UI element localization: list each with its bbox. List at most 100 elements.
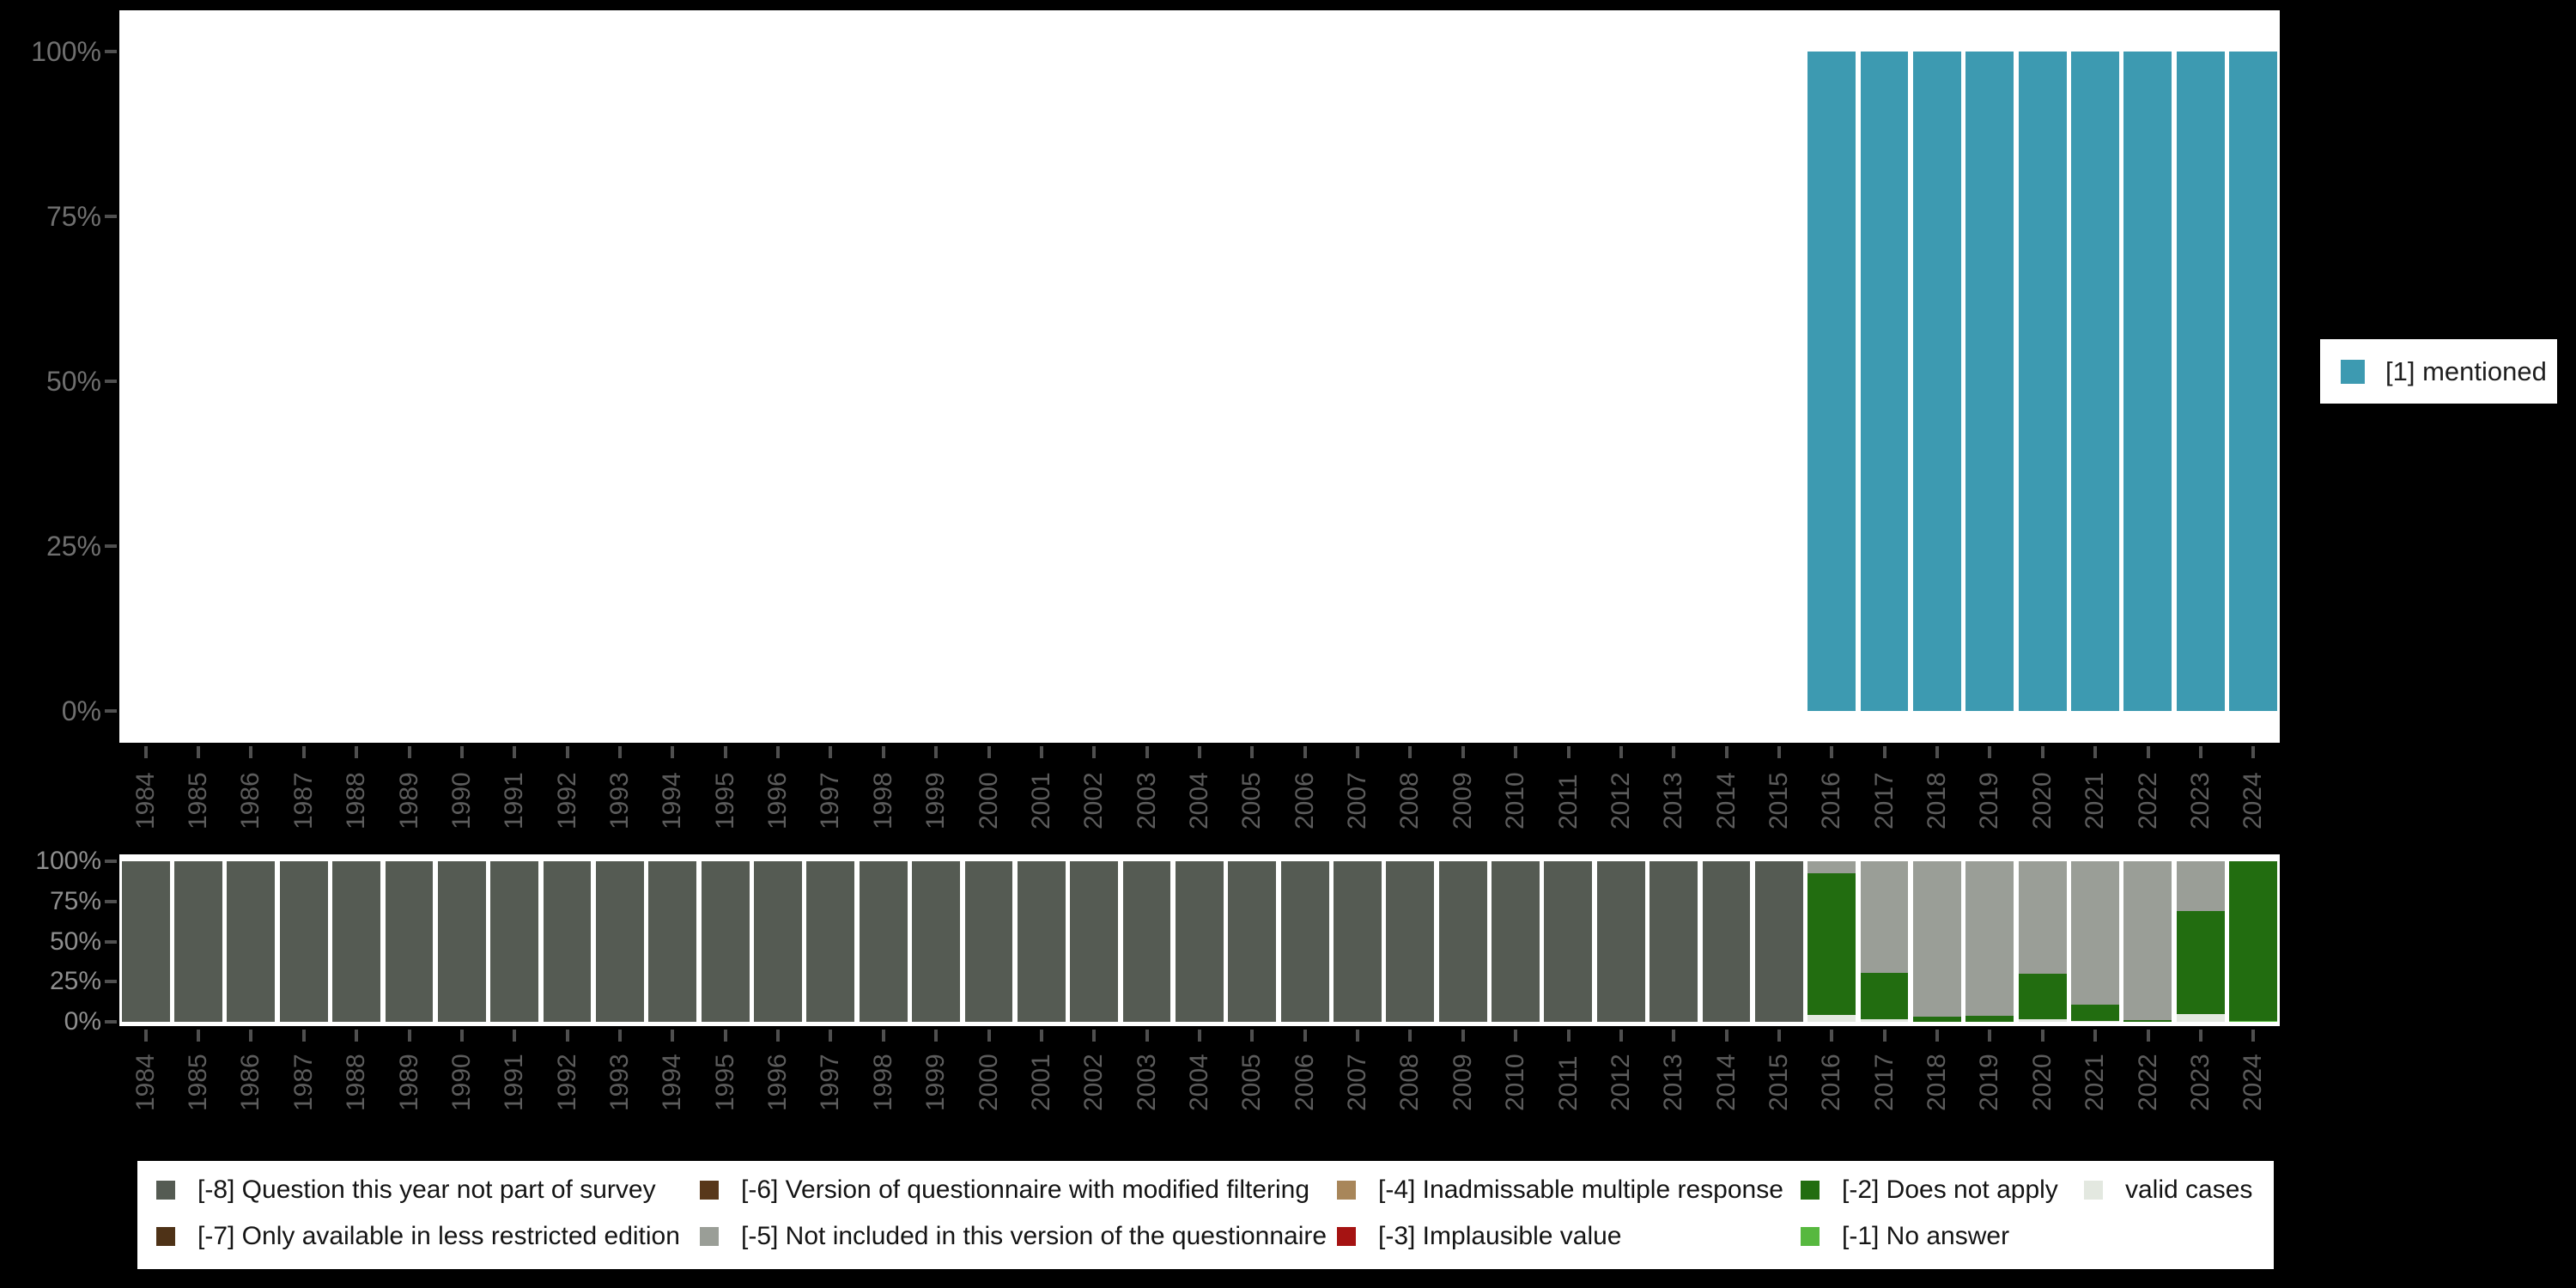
- x-axis-year-label: 2019: [1975, 1054, 2004, 1111]
- year-slot: [541, 861, 593, 1022]
- year-slot: [119, 52, 172, 711]
- bar-segment: [2123, 52, 2172, 711]
- x-axis-tick: [143, 746, 148, 758]
- stacked-bar: [1965, 861, 2014, 1022]
- stacked-bar: [332, 861, 381, 1022]
- bar-segment: [1228, 861, 1277, 1022]
- bar-segment: [1912, 52, 1961, 711]
- x-axis-year-label: 2021: [2081, 772, 2110, 829]
- year-slot: [1489, 52, 1541, 711]
- year-slot: [1015, 52, 1067, 711]
- bar-segment: [1807, 52, 1856, 711]
- legend-item: [-4] Inadmissable multiple response: [1337, 1176, 1783, 1204]
- x-axis-year-label: 1984: [131, 772, 160, 829]
- stacked-bar: [1544, 861, 1593, 1022]
- bar-segment: [754, 861, 802, 1022]
- x-axis-tick: [1145, 746, 1149, 758]
- stacked-bar: [1754, 861, 1803, 1022]
- year-slot: [277, 52, 330, 711]
- bar-segment: [2018, 861, 2067, 974]
- year-slot: [1806, 52, 1858, 711]
- x-axis-tick: [1830, 1030, 1834, 1042]
- bar-segment: [1544, 861, 1593, 1022]
- x-axis-year-label: 2024: [2239, 1054, 2268, 1111]
- x-axis-tick: [459, 1030, 464, 1042]
- x-axis-year-label: 1992: [552, 1054, 581, 1111]
- x-axis-year-label: 1997: [816, 1054, 845, 1111]
- year-slot: [172, 52, 224, 711]
- x-axis-year-label: 1996: [763, 772, 793, 829]
- x-axis-year-label: 1993: [605, 1054, 634, 1111]
- missing-values-chart-plot-area: [119, 854, 2280, 1026]
- year-slot: [1437, 52, 1489, 711]
- bar-segment: [1860, 52, 1909, 711]
- year-slot: [1067, 52, 1120, 711]
- x-axis-tick: [513, 1030, 517, 1042]
- year-slot: [751, 52, 804, 711]
- x-axis-tick: [513, 746, 517, 758]
- y-axis-label: 50%: [49, 927, 101, 956]
- x-axis-year-label: 2007: [1343, 1054, 1372, 1111]
- stacked-bar: [1860, 861, 1909, 1022]
- x-axis-tick: [1408, 746, 1413, 758]
- x-axis-year-label: 2003: [1132, 1054, 1161, 1111]
- bar-segment: [2071, 1005, 2119, 1022]
- x-axis-tick: [671, 746, 675, 758]
- stacked-bar: [121, 861, 170, 1022]
- x-axis-year-label: 2013: [1659, 1054, 1688, 1111]
- legend-swatch: [1801, 1181, 1820, 1200]
- mentioned-legend: [1] mentioned: [2320, 339, 2557, 404]
- x-axis-tick: [1988, 1030, 1992, 1042]
- legend-item: [-8] Question this year not part of surv…: [156, 1176, 656, 1204]
- year-slot: [1173, 52, 1225, 711]
- x-axis-tick: [1514, 746, 1518, 758]
- year-slot: [330, 861, 382, 1022]
- stacked-bar: [1492, 861, 1540, 1022]
- legend-label: valid cases: [2125, 1176, 2253, 1204]
- year-slot: [1437, 861, 1489, 1022]
- x-axis-tick: [1777, 1030, 1782, 1042]
- year-slot: [383, 52, 435, 711]
- x-axis-year-label: 1987: [289, 1054, 318, 1111]
- year-slot: [2016, 52, 2069, 711]
- x-axis-year-label: 1990: [447, 772, 476, 829]
- x-axis-year-label: 2021: [2081, 1054, 2110, 1111]
- bar-segment: [1017, 861, 1066, 1022]
- y-axis-tick: [105, 709, 117, 713]
- x-axis-year-label: 1993: [605, 772, 634, 829]
- x-axis-tick: [2146, 746, 2150, 758]
- stacked-bar: [1807, 52, 1856, 711]
- year-slot: [225, 52, 277, 711]
- x-axis-tick: [1724, 1030, 1728, 1042]
- bar-segment: [1175, 861, 1224, 1022]
- x-axis-year-label: 2008: [1395, 772, 1425, 829]
- year-slot: [805, 52, 857, 711]
- x-axis-year-label: 2007: [1343, 772, 1372, 829]
- stacked-bar: [1965, 52, 2014, 711]
- year-slot: [909, 861, 962, 1022]
- year-slot: [1911, 52, 1963, 711]
- bar-segment: [2229, 1020, 2277, 1022]
- x-axis-year-label: 2009: [1448, 772, 1477, 829]
- legend-item: [-3] Implausible value: [1337, 1222, 1621, 1250]
- legend-label: [-2] Does not apply: [1842, 1176, 2058, 1204]
- bar-segment: [2071, 861, 2119, 1005]
- x-axis-year-label: 2018: [1923, 1054, 1952, 1111]
- x-axis-tick: [723, 1030, 727, 1042]
- x-axis-year-label: 1991: [500, 772, 529, 829]
- stacked-bar: [1386, 861, 1435, 1022]
- mentioned-legend-label: [1] mentioned: [2385, 355, 2547, 386]
- x-axis-tick: [249, 1030, 253, 1042]
- year-slot: [647, 861, 699, 1022]
- x-axis-tick: [881, 1030, 885, 1042]
- y-axis-label: 100%: [31, 36, 101, 67]
- stacked-bar: [2176, 52, 2225, 711]
- year-slot: [805, 861, 857, 1022]
- year-slot: [1226, 52, 1279, 711]
- legend-item: [-5] Not included in this version of the…: [700, 1222, 1327, 1250]
- x-axis-year-label: 1989: [394, 772, 423, 829]
- x-axis-year-label: 2015: [1765, 772, 1794, 829]
- year-slot: [489, 861, 541, 1022]
- year-slot: [1858, 52, 1911, 711]
- year-slot: [1595, 861, 1647, 1022]
